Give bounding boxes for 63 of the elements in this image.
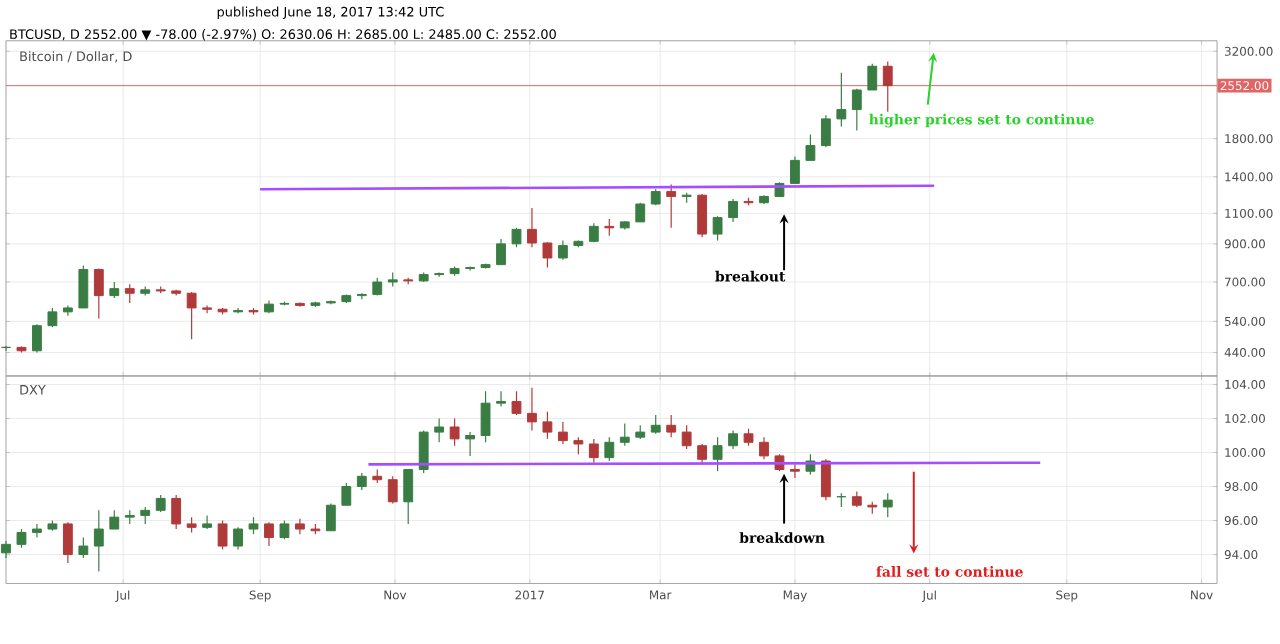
candlestick xyxy=(171,494,182,530)
candlestick xyxy=(480,391,491,444)
candlestick xyxy=(32,523,42,539)
candlestick xyxy=(527,207,537,249)
candlestick xyxy=(325,503,336,532)
candlestick xyxy=(449,418,460,447)
candlestick xyxy=(279,520,290,541)
candlestick xyxy=(542,411,553,440)
candlestick xyxy=(124,283,135,304)
candlestick xyxy=(697,193,708,239)
candlestick xyxy=(542,241,553,269)
candlestick xyxy=(47,307,58,329)
candlestick xyxy=(264,521,274,547)
candlestick xyxy=(836,72,847,128)
candlestick xyxy=(697,443,708,464)
candlestick xyxy=(434,418,445,444)
candlestick xyxy=(465,431,475,457)
candlestick xyxy=(78,265,89,309)
candlestick xyxy=(820,459,831,502)
candlestick xyxy=(882,61,893,113)
candlestick xyxy=(619,423,630,447)
candlestick xyxy=(604,436,615,462)
candlestick xyxy=(851,88,862,132)
candlestick xyxy=(820,114,831,149)
candlestick xyxy=(62,521,73,564)
candlestick xyxy=(109,510,120,530)
candlestick xyxy=(78,537,89,559)
candlestick xyxy=(666,184,677,229)
candlestick xyxy=(557,240,568,261)
candlestick xyxy=(403,469,414,525)
candlestick xyxy=(712,436,723,473)
candlestick xyxy=(511,391,522,417)
candlestick xyxy=(557,421,568,445)
candlestick xyxy=(202,305,213,315)
candlestick xyxy=(496,391,506,408)
candlestick xyxy=(588,438,599,464)
candlestick xyxy=(93,510,104,573)
candlestick xyxy=(728,430,738,451)
candlestick xyxy=(511,227,522,249)
candlestick xyxy=(728,198,738,223)
candlestick xyxy=(186,291,197,341)
candlestick xyxy=(418,430,429,474)
candlestick xyxy=(217,520,228,551)
candlestick xyxy=(882,493,893,519)
candlestick xyxy=(759,436,769,461)
candlestick xyxy=(341,482,352,507)
candlestick xyxy=(387,476,398,505)
candlestick xyxy=(867,63,878,91)
candlestick xyxy=(496,238,506,266)
candlestick xyxy=(93,268,104,320)
candlestick xyxy=(666,414,677,439)
candlestick xyxy=(681,425,692,451)
candlestick xyxy=(790,156,800,185)
candlestick xyxy=(635,202,646,223)
candlestick xyxy=(650,414,661,435)
candlestick xyxy=(805,134,816,162)
candlestick xyxy=(16,528,27,549)
candlestick xyxy=(712,215,723,242)
candlestick xyxy=(527,387,537,432)
candlestick xyxy=(233,527,243,551)
candlestick xyxy=(32,323,42,354)
candlestick xyxy=(202,515,213,530)
candlestick xyxy=(790,464,800,479)
